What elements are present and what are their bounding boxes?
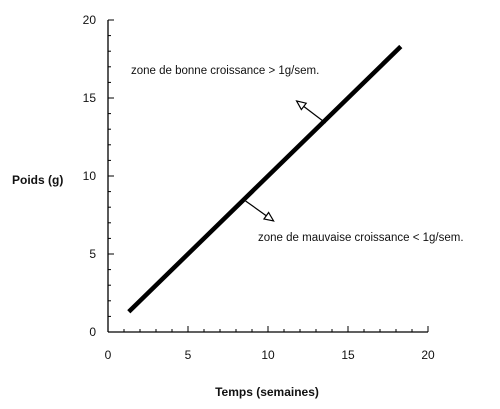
- x-tick-label: 20: [421, 348, 435, 362]
- x-axis-label: Temps (semaines): [215, 385, 319, 399]
- x-tick-label: 10: [261, 348, 275, 362]
- y-axis-label: Poids (g): [12, 173, 63, 187]
- y-tick-label: 5: [89, 247, 96, 261]
- y-tick-label: 15: [83, 91, 97, 105]
- x-tick-label: 15: [341, 348, 355, 362]
- ticks: 0 5 10 15 20 0 5 10 15 20: [83, 13, 435, 362]
- data-marks: [127, 44, 403, 314]
- annotation-poor-growth: zone de mauvaise croissance < 1g/sem.: [258, 232, 464, 244]
- arrow-up-left-head: [295, 100, 308, 111]
- annotations: [245, 100, 326, 222]
- y-tick-label: 20: [83, 13, 97, 27]
- x-tick-label: 0: [105, 348, 112, 362]
- arrow-down-right-head: [262, 211, 275, 222]
- y-tick-label: 0: [89, 325, 96, 339]
- y-tick-label: 10: [83, 169, 97, 183]
- annotation-good-growth: zone de bonne croissance > 1g/sem.: [131, 65, 319, 77]
- x-tick-label: 5: [185, 348, 192, 362]
- series-line: [127, 44, 403, 314]
